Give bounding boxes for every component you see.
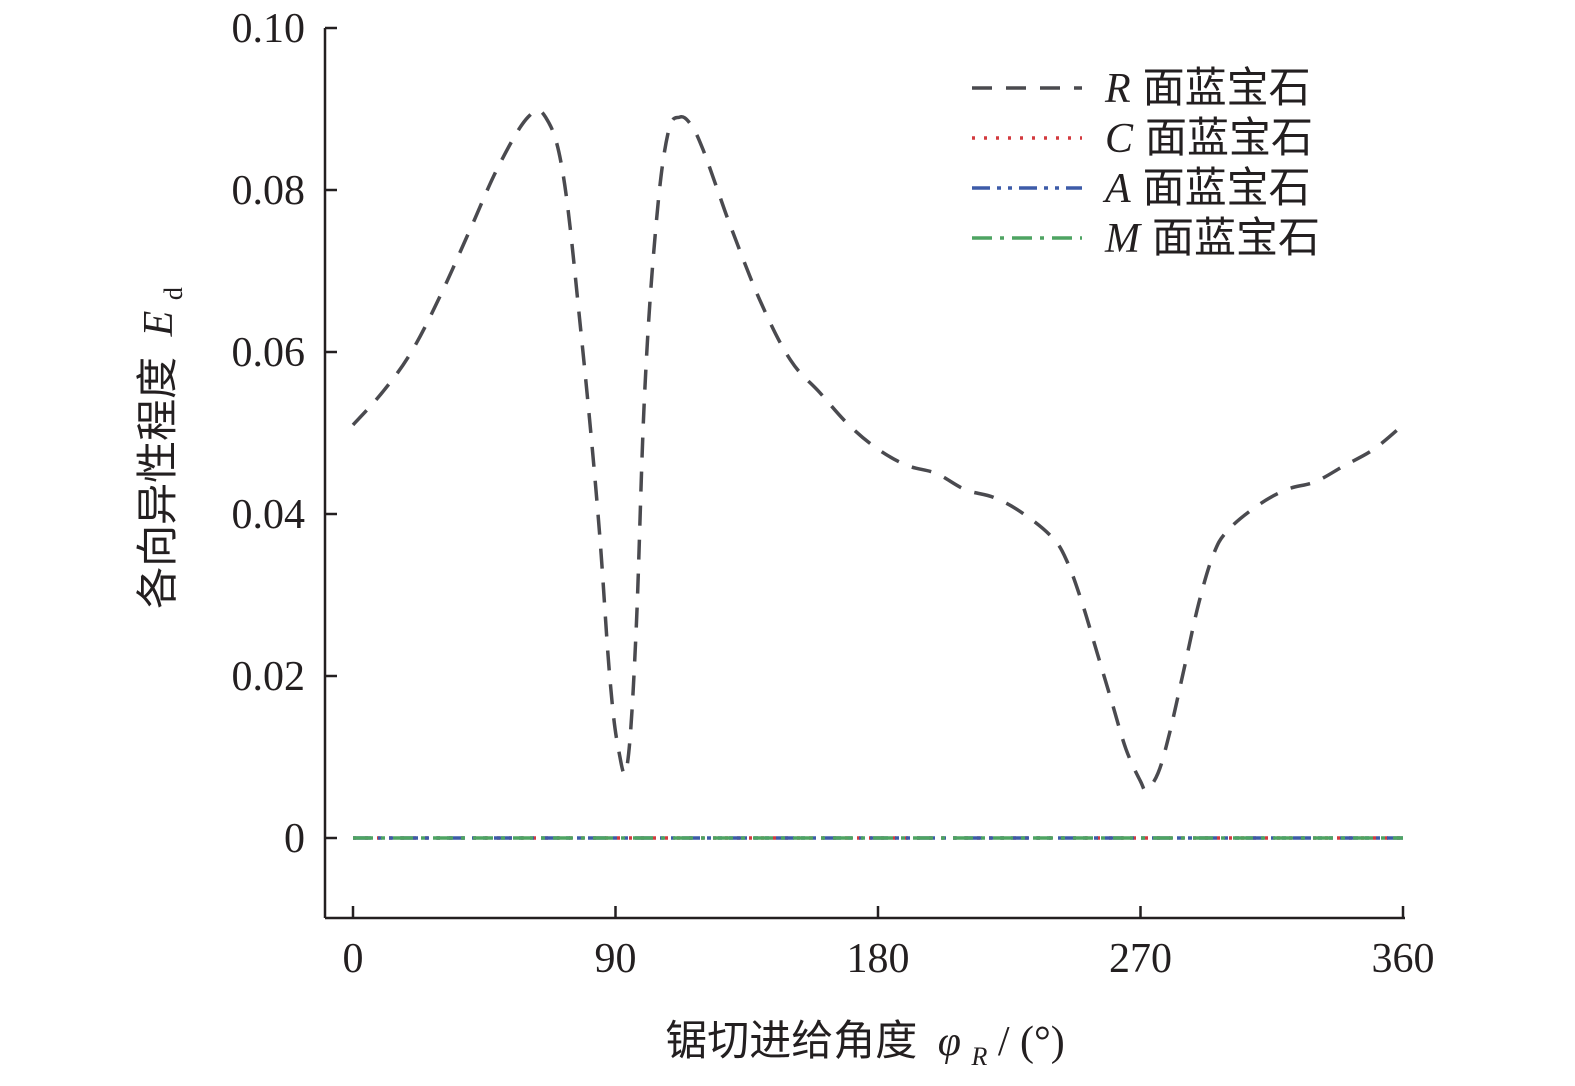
legend-label-m: M 面蓝宝石 [1104, 215, 1320, 262]
legend-label-text: 面蓝宝石 [1152, 215, 1320, 262]
series-line-r [351, 108, 1405, 792]
legend-label-a: A 面蓝宝石 [1102, 165, 1311, 212]
x-tick-label: 180 [847, 936, 910, 982]
y-axis-title-text: 各向异性程度 [135, 357, 182, 609]
x-axis-title-symbol: φ [938, 1019, 961, 1065]
legend-label-text: 面蓝宝石 [1143, 165, 1311, 212]
x-axis-title-text: 锯切进给角度 [665, 1019, 917, 1065]
y-tick-label: 0.02 [232, 654, 306, 700]
y-axis-title-symbol: E [136, 311, 182, 338]
x-tick-label: 0 [343, 936, 364, 982]
legend-label-text: 面蓝宝石 [1143, 65, 1311, 112]
x-tick-label: 360 [1372, 936, 1435, 982]
axes-layer [323, 28, 1405, 920]
y-tick-label: 0.08 [232, 168, 306, 214]
y-tick-label: 0.06 [232, 330, 306, 376]
legend-label-text: 面蓝宝石 [1145, 115, 1313, 162]
x-axis-title: 锯切进给角度 φ R / (°) [665, 1019, 1065, 1075]
x-axis-title-subscript: R [970, 1042, 987, 1071]
ticks-layer: 0 0.02 0.04 0.06 0.08 0.10 0 90 180 270 360 [232, 6, 1435, 982]
legend-label-r: R 面蓝宝石 [1104, 65, 1311, 112]
legend-label-symbol: R [1104, 66, 1131, 112]
y-axis-title: 各向异性程度 E d [135, 287, 188, 609]
x-tick-label: 270 [1109, 936, 1172, 982]
legend-label-symbol: M [1104, 216, 1142, 262]
y-tick-label: 0 [284, 816, 305, 862]
y-tick-label: 0.04 [232, 492, 306, 538]
legend-label-symbol: C [1105, 116, 1134, 162]
y-axis-title-subscript: d [159, 287, 188, 300]
legend-label-c: C 面蓝宝石 [1105, 115, 1313, 162]
x-axis-title-unit: / (°) [998, 1019, 1065, 1065]
legend-label-symbol: A [1102, 166, 1131, 212]
x-tick-label: 90 [595, 936, 637, 982]
y-tick-label: 0.10 [232, 6, 306, 52]
series-layer [351, 108, 1405, 840]
